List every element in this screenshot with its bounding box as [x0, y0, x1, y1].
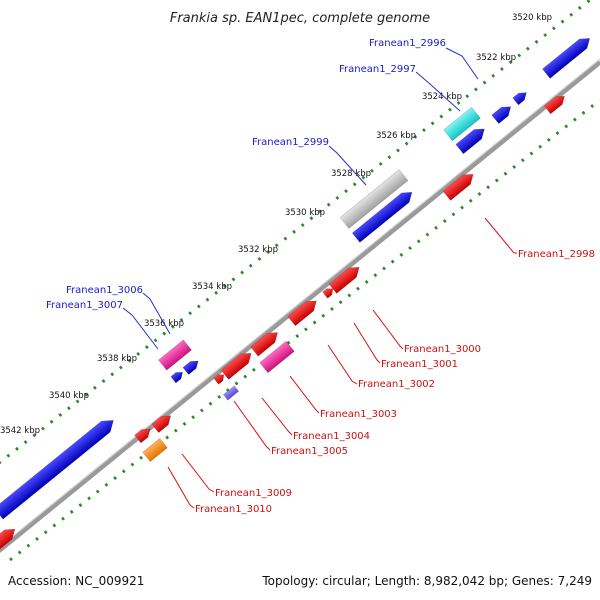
- inner-ruler-track: [9, 98, 600, 562]
- gene-arrow-forward[interactable]: [542, 34, 593, 79]
- leader-line: [181, 453, 215, 493]
- leader-line: [372, 309, 404, 350]
- gene-arrow-2997[interactable]: [443, 106, 481, 142]
- gene-arrow[interactable]: [134, 425, 154, 444]
- gene-label-2999[interactable]: Franean1_2999: [252, 137, 329, 148]
- leader-line: [142, 292, 171, 335]
- gene-label-3007[interactable]: Franean1_3007: [46, 300, 123, 311]
- leader-line: [167, 466, 195, 509]
- gene-label-3002[interactable]: Franean1_3002: [358, 379, 435, 390]
- gene-arrow-3000[interactable]: [328, 263, 363, 294]
- gene-label-2998[interactable]: Franean1_2998: [518, 249, 595, 260]
- gene-arrow-3005[interactable]: [223, 385, 239, 401]
- gene-label-3001[interactable]: Franean1_3001: [381, 359, 458, 370]
- highlighted-genes: [142, 106, 481, 462]
- gene-arrow-forward[interactable]: [0, 415, 118, 520]
- gene-labels: Franean1_2996 Franean1_2997 Franean1_299…: [46, 38, 595, 515]
- reverse-strand-genes: [0, 92, 567, 552]
- kbp-label: 3542 kbp: [0, 426, 40, 436]
- gene-arrow-gray[interactable]: [339, 169, 409, 229]
- gene-arrow[interactable]: [182, 357, 201, 375]
- leader-line: [233, 400, 271, 451]
- gene-label-3006[interactable]: Franean1_3006: [66, 285, 143, 296]
- kbp-label: 3522 kbp: [476, 53, 516, 63]
- kbp-labels: 3520 kbp 3522 kbp 3524 kbp 3526 kbp 3528…: [0, 13, 552, 436]
- kbp-label: 3526 kbp: [376, 131, 416, 141]
- gene-arrow-3003[interactable]: [259, 340, 295, 374]
- leader-line: [484, 217, 517, 254]
- gene-arrow[interactable]: [250, 328, 282, 357]
- kbp-label: 3532 kbp: [238, 245, 278, 255]
- leader-line: [445, 47, 479, 80]
- leader-line: [415, 71, 461, 112]
- kbp-label: 3540 kbp: [49, 391, 89, 401]
- gene-label-3005[interactable]: Franean1_3005: [271, 446, 348, 457]
- kbp-label: 3530 kbp: [285, 208, 325, 218]
- gene-arrow-forward[interactable]: [512, 89, 530, 106]
- gene-label-3000[interactable]: Franean1_3000: [404, 344, 481, 355]
- gene-arrow-reverse[interactable]: [0, 525, 19, 552]
- kbp-label: 3538 kbp: [97, 354, 137, 364]
- accession-text: Accession: NC_009921: [8, 574, 144, 588]
- gene-arrow-reverse[interactable]: [543, 92, 567, 115]
- gene-label-3003[interactable]: Franean1_3003: [320, 409, 397, 420]
- gene-label-3010[interactable]: Franean1_3010: [195, 504, 272, 515]
- genome-backbone: [0, 60, 600, 553]
- gene-arrow-2999[interactable]: [351, 188, 415, 243]
- gene-label-2997[interactable]: Franean1_2997: [339, 64, 416, 75]
- leader-line: [261, 397, 293, 436]
- gene-arrow-3006[interactable]: [158, 339, 192, 371]
- gene-arrow-3001[interactable]: [322, 286, 336, 299]
- kbp-label: 3520 kbp: [512, 13, 552, 23]
- leader-line: [328, 145, 367, 186]
- leader-line: [353, 322, 381, 364]
- gene-arrow-2996[interactable]: [455, 124, 488, 155]
- gene-arrow-3002[interactable]: [287, 296, 320, 327]
- genome-backbone-highlight: [0, 58, 600, 548]
- gene-arrow-3004[interactable]: [220, 349, 255, 380]
- gene-arrow-3010[interactable]: [142, 438, 168, 462]
- gene-label-3009[interactable]: Franean1_3009: [215, 488, 292, 499]
- gene-arrow-3009[interactable]: [151, 411, 174, 433]
- gene-arrow-2998[interactable]: [442, 170, 477, 201]
- gene-label-3004[interactable]: Franean1_3004: [293, 431, 370, 442]
- gene-arrow[interactable]: [170, 369, 185, 384]
- kbp-label: 3524 kbp: [422, 92, 462, 102]
- gene-arrow[interactable]: [213, 372, 227, 385]
- label-leader-lines: [122, 47, 517, 509]
- genome-summary-text: Topology: circular; Length: 8,982,042 bp…: [261, 574, 592, 588]
- leader-line: [289, 375, 320, 414]
- leader-line: [327, 344, 358, 385]
- gene-label-2996[interactable]: Franean1_2996: [369, 38, 446, 49]
- forward-strand-genes: [0, 34, 593, 520]
- kbp-label: 3534 kbp: [192, 282, 232, 292]
- kbp-label: 3528 kbp: [331, 169, 371, 179]
- gene-arrow-forward[interactable]: [491, 102, 514, 124]
- leader-line: [122, 307, 159, 350]
- map-title: Frankia sp. EAN1pec, complete genome: [170, 11, 430, 26]
